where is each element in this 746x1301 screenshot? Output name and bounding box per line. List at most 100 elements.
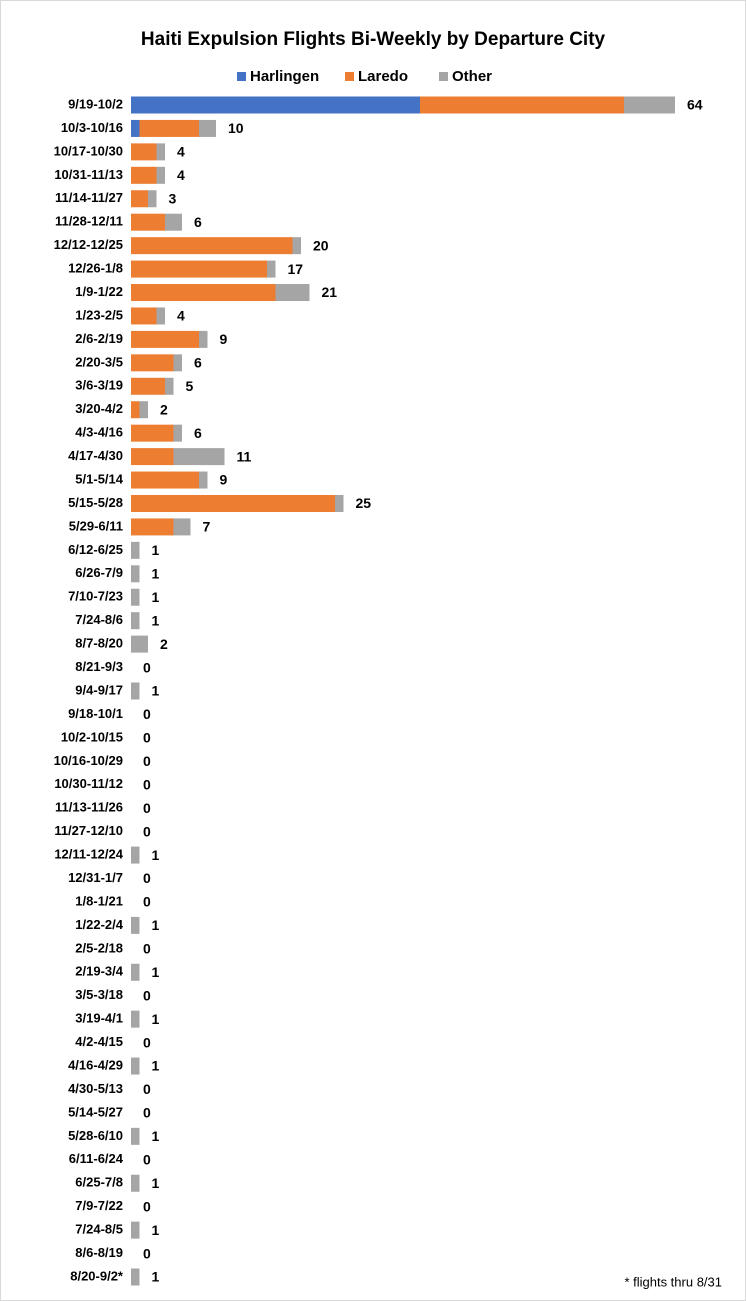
y-tick-label: 7/9-7/22 [75,1198,123,1213]
y-tick-label: 3/19-4/1 [75,1011,123,1026]
y-tick-label: 3/5-3/18 [75,987,123,1002]
bar-segment [148,190,157,208]
legend-swatch [439,72,448,81]
total-label: 1 [152,1269,160,1285]
total-label: 1 [152,612,160,628]
bar-segment [131,237,293,255]
bar-segment [131,119,140,137]
total-label: 0 [143,987,151,1003]
bar-segment [267,260,276,278]
bar-segment [131,284,276,302]
bar-segment [131,96,420,114]
total-label: 0 [143,1152,151,1168]
bar-segment [131,518,174,536]
bar-segment [131,143,157,161]
total-label: 4 [177,167,185,183]
total-label: 1 [152,1222,160,1238]
y-tick-label: 6/26-7/9 [75,565,123,580]
total-label: 25 [356,495,372,511]
y-tick-label: 12/11-12/24 [54,847,123,862]
y-tick-label: 1/9-1/22 [75,284,123,299]
y-tick-label: 11/27-12/10 [54,823,123,838]
y-tick-label: 5/14-5/27 [68,1104,123,1119]
total-label: 1 [152,1175,160,1191]
bar-segment [335,494,344,512]
total-label: 9 [220,472,228,488]
bar-segment [131,963,140,981]
y-tick-label: 9/19-10/2 [68,96,123,111]
y-tick-label: 6/25-7/8 [75,1175,123,1190]
bar-segment [173,448,225,466]
total-label: 10 [228,120,244,136]
total-label: 0 [143,870,151,886]
legend-label: Harlingen [250,68,319,85]
y-tick-label: 11/14-11/27 [55,190,123,205]
bar-segment [131,565,140,583]
bar-segment [165,377,174,395]
total-label: 64 [687,97,703,113]
total-label: 9 [220,331,228,347]
bar-segment [131,377,165,395]
y-tick-label: 7/10-7/23 [68,589,123,604]
y-tick-label: 10/2-10/15 [61,729,123,744]
total-label: 1 [152,847,160,863]
total-label: 1 [152,1058,160,1074]
bar-segment [131,166,157,184]
bar-segment [131,190,148,208]
total-label: 1 [152,589,160,605]
y-tick-label: 4/17-4/30 [68,448,123,463]
total-label: 0 [143,706,151,722]
total-label: 6 [194,214,202,230]
bar-segment [173,518,191,536]
bar-segment [624,96,675,114]
y-tick-label: 7/24-8/5 [75,1222,123,1237]
total-label: 0 [143,730,151,746]
bar-segment [131,354,174,372]
y-tick-label: 5/15-5/28 [68,495,123,510]
y-tick-label: 4/16-4/29 [68,1057,123,1072]
y-tick-label: 5/29-6/11 [69,518,123,533]
y-tick-label: 1/23-2/5 [75,307,123,322]
legend-label: Other [452,68,492,85]
total-label: 2 [160,636,168,652]
y-tick-label: 3/6-3/19 [75,378,123,393]
bar-segment [131,1221,140,1239]
y-tick-label: 10/31-11/13 [54,167,123,182]
bar-segment [199,119,216,137]
bar-segment [131,260,267,278]
y-tick-label: 4/30-5/13 [68,1081,123,1096]
total-label: 1 [152,566,160,582]
y-tick-label: 5/28-6/10 [68,1128,123,1143]
total-label: 6 [194,425,202,441]
bar-segment [420,96,624,114]
total-label: 2 [160,401,168,417]
total-label: 0 [143,753,151,769]
total-label: 1 [152,542,160,558]
total-label: 0 [143,1081,151,1097]
total-label: 17 [288,261,304,277]
total-label: 11 [237,448,252,464]
bar-segment [173,354,182,372]
y-tick-label: 2/20-3/5 [75,354,123,369]
total-label: 0 [143,776,151,792]
bar-segment [131,213,165,231]
y-tick-label: 1/8-1/21 [75,893,123,908]
y-tick-label: 8/21-9/3 [75,659,123,674]
y-tick-label: 12/26-1/8 [68,261,123,276]
bar-segment [131,448,174,466]
total-label: 0 [143,894,151,910]
y-tick-label: 3/20-4/2 [75,401,123,416]
bar-segment [131,612,140,630]
bar-segment [131,588,140,606]
bar-segment [275,284,310,302]
total-label: 21 [322,284,338,300]
total-label: 0 [143,1105,151,1121]
total-label: 7 [203,519,211,535]
bar-segment [131,1268,140,1286]
y-tick-label: 9/4-9/17 [75,682,123,697]
bar-segment [131,1057,140,1075]
bar-segment [139,119,199,137]
y-tick-label: 8/6-8/19 [75,1245,123,1260]
